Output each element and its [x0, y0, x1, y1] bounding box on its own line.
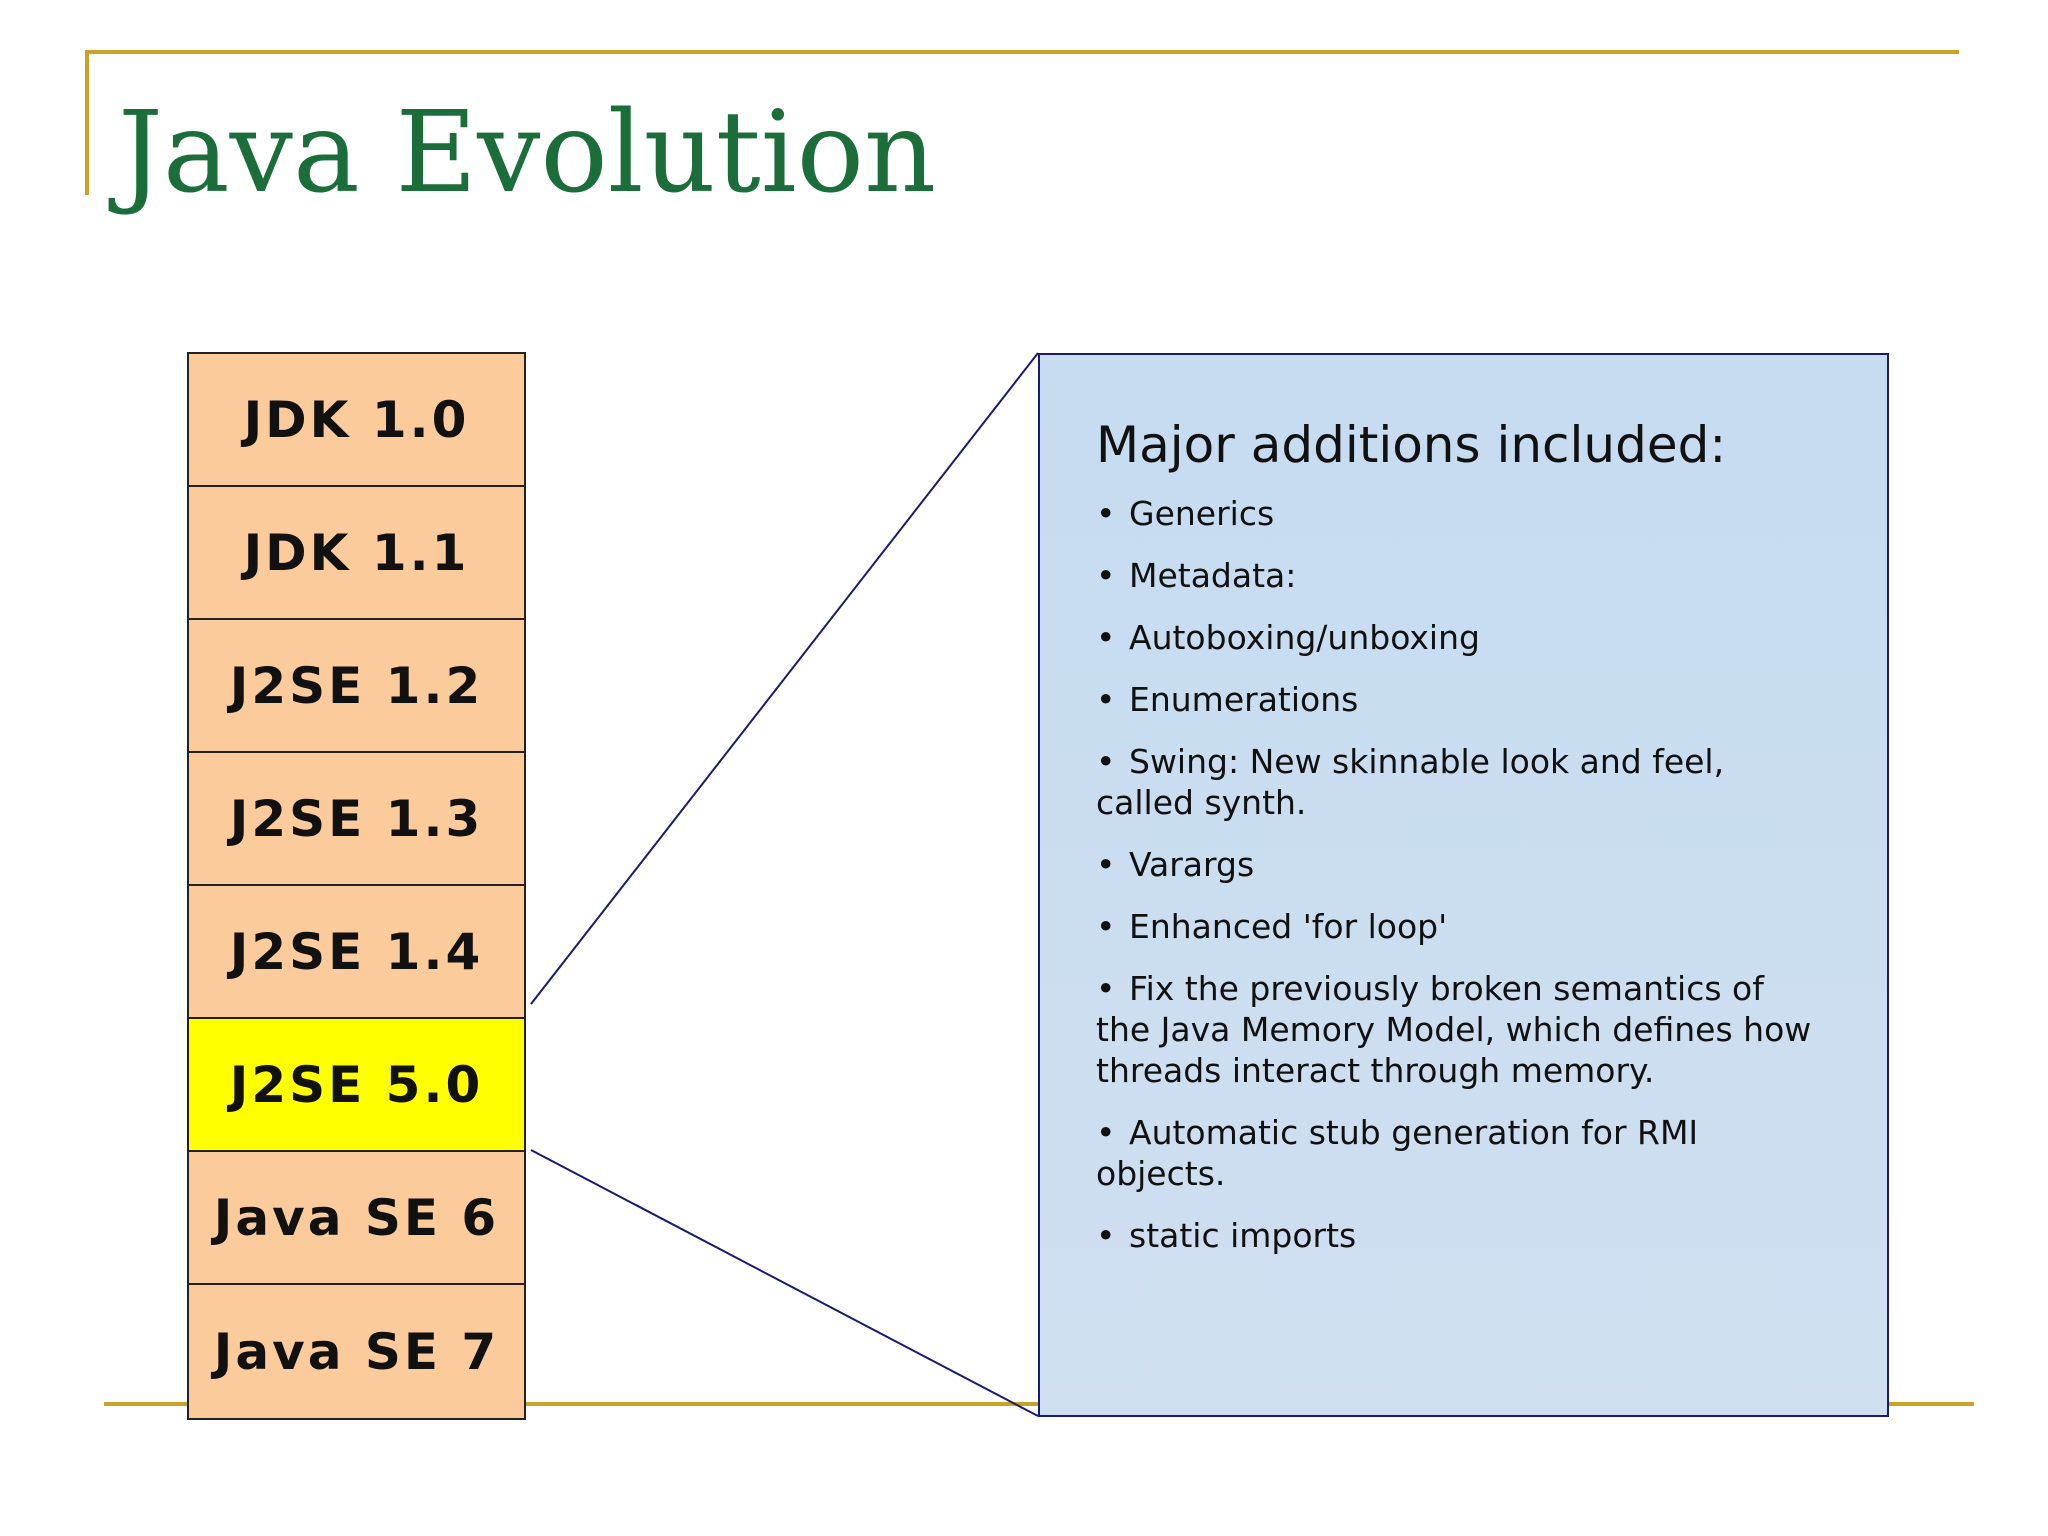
additions-item-text: Swing: New skinnable look and feel, call…	[1096, 742, 1725, 822]
version-cell: Java SE 6	[189, 1152, 524, 1285]
version-cell: Java SE 7	[189, 1285, 524, 1418]
callout-line-bottom	[530, 1149, 1039, 1417]
version-cell: JDK 1.0	[189, 354, 524, 487]
additions-item-text: Enhanced 'for loop'	[1129, 907, 1448, 946]
top-rule	[85, 50, 1959, 54]
additions-item-text: Automatic stub generation for RMI object…	[1096, 1113, 1699, 1193]
callout-line-top	[530, 352, 1039, 1005]
additions-item-text: Fix the previously broken semantics of t…	[1096, 969, 1812, 1090]
version-cell: J2SE 1.3	[189, 753, 524, 886]
additions-item-text: static imports	[1129, 1216, 1357, 1255]
additions-list-item: • Enhanced 'for loop'	[1096, 906, 1817, 947]
additions-list: • Generics • Metadata: • Autoboxing/unboxing •…	[1096, 493, 1817, 1256]
bullet-icon: •	[1096, 494, 1116, 533]
bullet-icon: •	[1096, 969, 1116, 1008]
bullet-icon: •	[1096, 1113, 1116, 1152]
version-cell: J2SE 1.4	[189, 886, 524, 1019]
left-rule	[85, 50, 89, 195]
additions-list-item: • Autoboxing/unboxing	[1096, 617, 1817, 658]
additions-item-text: Autoboxing/unboxing	[1129, 618, 1480, 657]
version-stack: JDK 1.0 JDK 1.1 J2SE 1.2 J2SE 1.3 J2SE 1.4 J2…	[187, 352, 526, 1420]
additions-item-text: Generics	[1129, 494, 1275, 533]
bullet-icon: •	[1096, 1216, 1116, 1255]
additions-list-item: • Automatic stub generation for RMI objec…	[1096, 1112, 1817, 1194]
version-cell: JDK 1.1	[189, 487, 524, 620]
additions-heading: Major additions included:	[1096, 416, 1727, 474]
additions-list-item: • static imports	[1096, 1215, 1817, 1256]
bullet-icon: •	[1096, 845, 1116, 884]
additions-callout-box: Major additions included: • Generics • Meta…	[1038, 353, 1889, 1417]
bullet-icon: •	[1096, 618, 1116, 657]
bullet-icon: •	[1096, 556, 1116, 595]
bullet-icon: •	[1096, 680, 1116, 719]
bullet-icon: •	[1096, 907, 1116, 946]
slide-title: Java Evolution	[118, 88, 937, 218]
additions-list-item: • Swing: New skinnable look and feel, cal…	[1096, 741, 1817, 823]
additions-list-item: • Fix the previously broken semantics of …	[1096, 968, 1817, 1091]
additions-list-item: • Enumerations	[1096, 679, 1817, 720]
additions-list-item: • Generics	[1096, 493, 1817, 534]
additions-item-text: Metadata:	[1129, 556, 1297, 595]
version-cell: J2SE 1.2	[189, 620, 524, 753]
additions-list-item: • Metadata:	[1096, 555, 1817, 596]
version-cell: J2SE 5.0	[189, 1019, 524, 1152]
additions-item-text: Enumerations	[1129, 680, 1359, 719]
additions-list-item: • Varargs	[1096, 844, 1817, 885]
bullet-icon: •	[1096, 742, 1116, 781]
additions-item-text: Varargs	[1129, 845, 1255, 884]
